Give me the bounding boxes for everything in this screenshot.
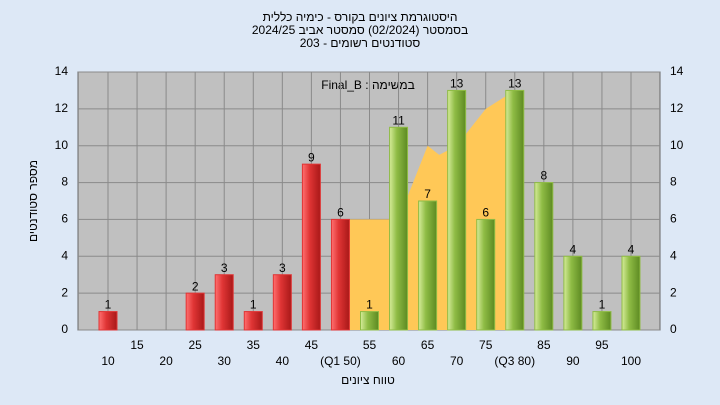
bar xyxy=(592,311,612,331)
data-label: 11 xyxy=(392,113,405,127)
y-tick-label: 14 xyxy=(55,64,69,78)
data-label: 1 xyxy=(366,298,373,312)
x-tick-label: 85 xyxy=(537,338,551,352)
y2-tick-label: 6 xyxy=(670,212,677,226)
x-tick-label: 60 xyxy=(392,354,406,368)
x-tick-label: 30 xyxy=(218,354,232,368)
data-label: 1 xyxy=(599,298,606,312)
y-axis-label: מספר סטודנטים xyxy=(26,160,40,242)
data-label: 2 xyxy=(192,279,199,293)
x-tick-label: 25 xyxy=(188,338,202,352)
y2-tick-label: 8 xyxy=(670,175,677,189)
x-tick-label: 45 xyxy=(305,338,319,352)
x-tick-label: 20 xyxy=(159,354,173,368)
data-label: 4 xyxy=(628,242,635,256)
y-tick-label: 8 xyxy=(61,175,68,189)
data-label: 13 xyxy=(508,77,522,91)
bar xyxy=(272,274,292,331)
x-tick-label: 35 xyxy=(247,338,261,352)
x-tick-label: 90 xyxy=(566,354,580,368)
bar xyxy=(98,311,118,331)
y2-tick-label: 14 xyxy=(670,64,684,78)
data-label: 3 xyxy=(221,261,228,275)
y2-tick-label: 10 xyxy=(670,138,684,152)
y2-tick-label: 12 xyxy=(670,101,684,115)
y-tick-label: 12 xyxy=(55,101,69,115)
y-tick-label: 6 xyxy=(61,212,68,226)
x-tick-label: 70 xyxy=(450,354,464,368)
y-tick-label: 2 xyxy=(61,285,68,299)
title: סטודנטים רשומים - 203 xyxy=(300,36,421,50)
x-tick-label: 40 xyxy=(276,354,290,368)
data-label: 6 xyxy=(337,206,344,220)
bar xyxy=(447,89,467,331)
bar xyxy=(563,255,583,331)
data-label: 7 xyxy=(424,187,431,201)
bar xyxy=(389,126,409,331)
y-tick-label: 0 xyxy=(61,322,68,336)
y2-tick-label: 4 xyxy=(670,248,677,262)
x-tick-label: 65 xyxy=(421,338,435,352)
x-tick-label: 100 xyxy=(621,354,641,368)
data-label: 3 xyxy=(279,261,286,275)
bar xyxy=(214,274,234,331)
bar xyxy=(418,200,438,331)
x-tick-label: 75 xyxy=(479,338,493,352)
bar xyxy=(330,218,350,331)
y-tick-label: 4 xyxy=(61,248,68,262)
y2-tick-label: 0 xyxy=(670,322,677,336)
x-tick-label: 15 xyxy=(130,338,144,352)
data-label: 6 xyxy=(482,206,489,220)
data-label: 8 xyxy=(540,169,547,183)
bar xyxy=(621,255,641,331)
data-label: 9 xyxy=(308,150,315,164)
data-label: 13 xyxy=(450,77,464,91)
bar xyxy=(301,163,321,331)
x-tick-label: 95 xyxy=(595,338,609,352)
x-axis-label: טווח ציונים xyxy=(341,373,395,387)
bar xyxy=(476,218,496,331)
data-label: 1 xyxy=(105,298,112,312)
legend-text: Final_B : במשימה xyxy=(321,78,415,92)
title: בסמסטר (02/2024) סמסטר אביב 2024/25 xyxy=(252,23,468,37)
y-tick-label: 10 xyxy=(55,138,69,152)
bar xyxy=(185,292,205,331)
data-label: 4 xyxy=(570,242,577,256)
bar xyxy=(534,182,554,331)
bar xyxy=(360,311,379,331)
bar xyxy=(505,89,525,331)
bar xyxy=(243,311,263,331)
x-tick-label: (Q1 50) xyxy=(320,354,361,368)
x-tick-label: 10 xyxy=(101,354,115,368)
x-tick-label: 55 xyxy=(363,338,377,352)
y2-tick-label: 2 xyxy=(670,285,677,299)
data-label: 1 xyxy=(250,298,257,312)
title: היסטוגרמת ציונים בקורס - כימיה כללית xyxy=(263,10,458,24)
x-tick-label: (Q3 80) xyxy=(494,354,535,368)
